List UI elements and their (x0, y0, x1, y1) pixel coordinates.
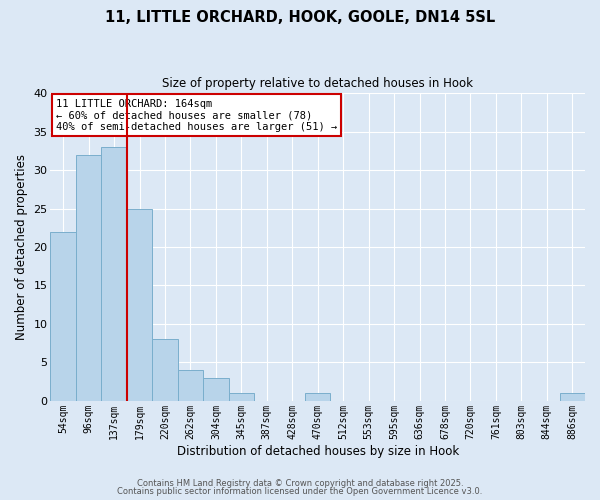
Bar (127, 208, 152, 401)
Text: Contains HM Land Registry data © Crown copyright and database right 2025.: Contains HM Land Registry data © Crown c… (137, 478, 463, 488)
Text: 11, LITTLE ORCHARD, HOOK, GOOLE, DN14 5SL: 11, LITTLE ORCHARD, HOOK, GOOLE, DN14 5S… (105, 10, 495, 25)
Y-axis label: Number of detached properties: Number of detached properties (15, 154, 28, 340)
Bar (50, 232, 76, 401)
Bar (560, 393, 585, 401)
Title: Size of property relative to detached houses in Hook: Size of property relative to detached ho… (162, 78, 473, 90)
Text: 11 LITTLE ORCHARD: 164sqm
← 60% of detached houses are smaller (78)
40% of semi-: 11 LITTLE ORCHARD: 164sqm ← 60% of detac… (56, 98, 337, 132)
Bar (76, 154, 101, 401)
Bar (229, 393, 254, 401)
Bar (178, 370, 203, 401)
Bar (101, 147, 127, 401)
X-axis label: Distribution of detached houses by size in Hook: Distribution of detached houses by size … (176, 444, 459, 458)
Bar (305, 393, 331, 401)
Bar (203, 378, 229, 401)
Bar (152, 340, 178, 401)
Text: Contains public sector information licensed under the Open Government Licence v3: Contains public sector information licen… (118, 487, 482, 496)
